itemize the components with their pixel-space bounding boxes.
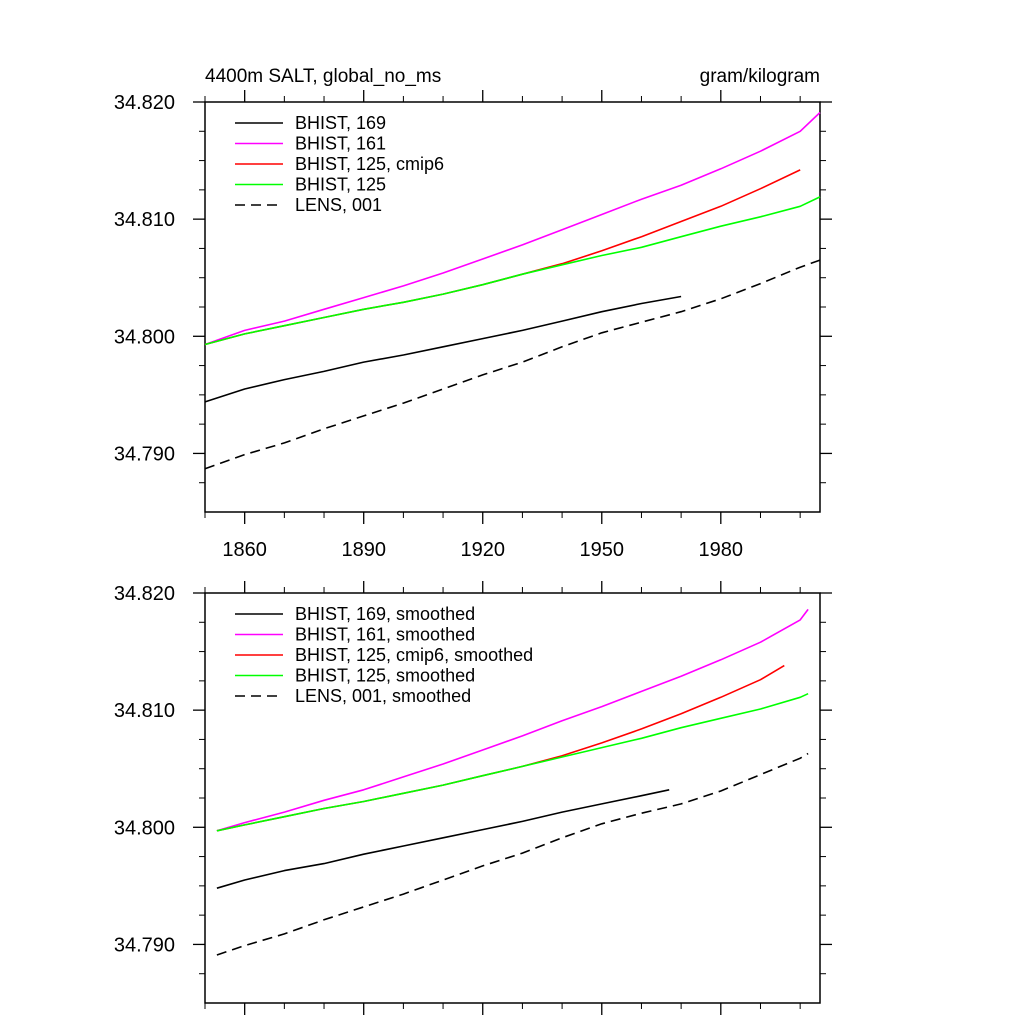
y-tick-label: 34.820 bbox=[114, 583, 175, 605]
series-line bbox=[204, 259, 821, 470]
chart-panel-top: 4400m SALT, global_no_ms gram/kilogram 1… bbox=[114, 66, 832, 561]
legend-label: BHIST, 169 bbox=[295, 113, 386, 133]
chart-title-left: 4400m SALT, global_no_ms bbox=[205, 66, 441, 87]
series-line bbox=[216, 752, 809, 956]
x-tick-label: 1980 bbox=[699, 539, 744, 561]
legend-label: LENS, 001, smoothed bbox=[295, 686, 471, 706]
legend-label: BHIST, 125, smoothed bbox=[295, 666, 475, 686]
legend-label: BHIST, 161 bbox=[295, 134, 386, 154]
legend-label: BHIST, 161, smoothed bbox=[295, 625, 475, 645]
x-tick-label: 1920 bbox=[460, 539, 505, 561]
y-tick-label: 34.790 bbox=[114, 934, 175, 956]
legend-label: BHIST, 169, smoothed bbox=[295, 604, 475, 624]
series-line bbox=[204, 111, 821, 346]
x-tick-label: 1950 bbox=[580, 539, 625, 561]
series-line bbox=[216, 692, 809, 832]
x-tick-label: 1890 bbox=[341, 539, 386, 561]
y-tick-label: 34.800 bbox=[114, 326, 175, 348]
legend-label: LENS, 001 bbox=[295, 195, 382, 215]
series-line bbox=[204, 196, 821, 346]
chart-units-label: gram/kilogram bbox=[700, 66, 820, 87]
legend-label: BHIST, 125 bbox=[295, 175, 386, 195]
legend-label: BHIST, 125, cmip6 bbox=[295, 154, 444, 174]
series-line bbox=[216, 789, 670, 889]
y-tick-label: 34.790 bbox=[114, 443, 175, 465]
legend-label: BHIST, 125, cmip6, smoothed bbox=[295, 645, 533, 665]
series-line bbox=[204, 295, 682, 403]
series-line bbox=[216, 608, 809, 832]
y-tick-label: 34.820 bbox=[114, 92, 175, 114]
y-tick-label: 34.810 bbox=[114, 209, 175, 231]
chart-panel-bottom: 34.790 34.800 34.810 34.820 BHIST, 169, smoo… bbox=[114, 581, 832, 1015]
x-tick-label: 1860 bbox=[222, 539, 267, 561]
y-tick-label: 34.810 bbox=[114, 700, 175, 722]
y-tick-label: 34.800 bbox=[114, 817, 175, 839]
